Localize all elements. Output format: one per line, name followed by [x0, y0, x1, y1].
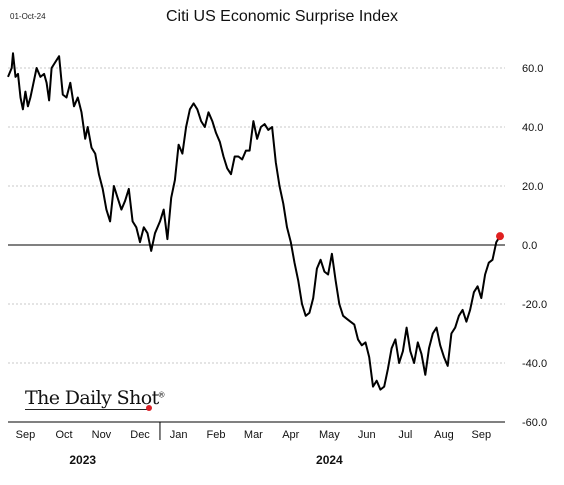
x-axis: Sep Oct Nov Dec Jan Feb Mar Apr May Jun Jul Aug Sep 2… [8, 421, 505, 467]
x-tick-label: Apr [282, 429, 299, 441]
x-tick-label: Sep [16, 429, 36, 441]
x-tick-label: Nov [92, 429, 112, 441]
x-tick-label: Oct [55, 429, 72, 441]
x-tick-label: Jun [358, 429, 376, 441]
x-tick-label: Dec [130, 429, 150, 441]
grid-lines [8, 67, 505, 364]
x-tick-label: Jul [398, 429, 412, 441]
daily-shot-logo: The Daily Shot® [25, 387, 165, 411]
y-tick-label: 40.0 [522, 122, 543, 134]
latest-value-marker [496, 232, 505, 241]
x-tick-label: Aug [434, 429, 454, 441]
x-tick-label: Sep [472, 429, 492, 441]
x-tick-label: Feb [207, 429, 226, 441]
x-tick-label: Mar [244, 429, 263, 441]
logo-red-dot [146, 405, 152, 411]
series-line [7, 52, 501, 391]
logo-underline [25, 409, 148, 410]
y-tick-label: 60.0 [522, 63, 543, 75]
logo-registered-mark: ® [158, 390, 165, 400]
x-tick-label: May [319, 429, 340, 441]
year-label: 2023 [69, 453, 96, 467]
x-tick-label: Jan [170, 429, 188, 441]
year-label: 2024 [316, 453, 343, 467]
y-tick-label: -20.0 [522, 299, 547, 311]
y-tick-label: -40.0 [522, 358, 547, 370]
chart-title: Citi US Economic Surprise Index [165, 8, 399, 25]
date-stamp: 01-Oct-24 [10, 12, 46, 21]
y-axis-ticks: 60.0 40.0 20.0 0.0 -20.0 -40.0 -60.0 [522, 63, 547, 429]
y-tick-label: 0.0 [522, 240, 537, 252]
y-tick-label: 20.0 [522, 181, 543, 193]
y-tick-label: -60.0 [522, 417, 547, 429]
series-layer [7, 52, 505, 391]
logo-text: The Daily Shot [25, 387, 159, 409]
